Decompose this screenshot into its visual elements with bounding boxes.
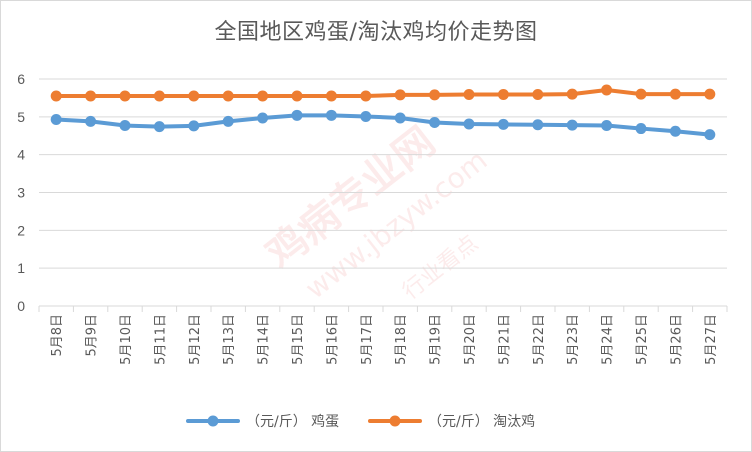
- x-tick-label: 5月12日: [188, 314, 203, 365]
- data-point: [635, 88, 647, 100]
- y-tick-label: 0: [17, 298, 25, 314]
- data-point: [532, 89, 544, 101]
- data-point: [257, 112, 269, 124]
- y-tick-label: 1: [17, 260, 25, 276]
- x-tick-label: 5月23日: [566, 314, 581, 365]
- data-point: [153, 90, 165, 102]
- data-point: [532, 119, 544, 131]
- data-point: [601, 120, 613, 132]
- data-point: [119, 90, 131, 102]
- data-point: [394, 89, 406, 101]
- data-point: [429, 117, 441, 129]
- x-tick-label: 5月19日: [429, 314, 444, 365]
- x-tick-label: 5月9日: [85, 314, 100, 357]
- x-tick-label: 5月14日: [257, 314, 272, 365]
- x-tick-label: 5月8日: [50, 314, 65, 357]
- x-tick-label: 5月18日: [394, 314, 409, 365]
- x-tick-label: 5月21日: [497, 314, 512, 365]
- x-tick-label: 5月22日: [532, 314, 547, 365]
- data-point: [704, 129, 716, 141]
- data-point: [394, 112, 406, 124]
- x-tick-label: 5月27日: [704, 314, 719, 365]
- series-line: [54, 87, 712, 99]
- data-point: [463, 118, 475, 130]
- series-2: [50, 84, 716, 102]
- data-point: [119, 120, 131, 132]
- data-point: [222, 115, 234, 127]
- x-tick-label: 5月25日: [635, 314, 650, 365]
- data-point: [360, 90, 372, 102]
- series-layer: [50, 84, 716, 141]
- data-point: [188, 120, 200, 132]
- legend-item-1[interactable]: （元/斤） 鸡蛋: [186, 413, 339, 430]
- x-tick-label: 5月10日: [119, 314, 134, 365]
- x-tick-label: 5月20日: [463, 314, 478, 365]
- data-point: [188, 90, 200, 102]
- data-point: [325, 109, 337, 121]
- legend-item-2[interactable]: （元/斤） 淘汰鸡: [368, 413, 535, 430]
- data-point: [85, 90, 97, 102]
- legend-label: （元/斤） 淘汰鸡: [428, 413, 535, 430]
- watermark: 鸡病专业网 www.jbzyw.com 行业看点: [258, 118, 494, 305]
- data-point: [50, 90, 62, 102]
- y-tick-label: 3: [17, 185, 25, 201]
- series-line: [54, 113, 712, 137]
- data-point: [566, 88, 578, 100]
- data-point: [497, 118, 509, 130]
- data-point: [704, 88, 716, 100]
- series-1: [50, 109, 716, 141]
- x-tick-label: 5月26日: [669, 314, 684, 365]
- x-tick-label: 5月15日: [291, 314, 306, 365]
- data-point: [222, 90, 234, 102]
- x-tick-label: 5月17日: [360, 314, 375, 365]
- y-axis: 0 1 2 3 4 5 6: [17, 71, 25, 314]
- grid: [39, 78, 727, 307]
- legend-swatch-marker: [207, 415, 219, 427]
- x-axis: 5月8日 5月9日 5月10日 5月11日 5月12日 5月13日 5月14日 5月15日 5月…: [38, 306, 728, 365]
- data-point: [325, 90, 337, 102]
- y-tick-label: 4: [17, 147, 25, 163]
- data-point: [291, 109, 303, 121]
- data-point: [257, 90, 269, 102]
- data-point: [429, 89, 441, 101]
- data-point: [50, 113, 62, 125]
- data-point: [635, 123, 647, 135]
- data-point: [291, 90, 303, 102]
- y-tick-label: 5: [17, 109, 25, 125]
- data-point: [463, 89, 475, 101]
- x-tick-label: 5月16日: [325, 314, 340, 365]
- chart-title: 全国地区鸡蛋/淘汰鸡均价走势图: [214, 20, 538, 45]
- x-tick-label: 5月11日: [153, 314, 168, 365]
- legend[interactable]: （元/斤） 鸡蛋 （元/斤） 淘汰鸡: [186, 413, 535, 430]
- data-point: [153, 121, 165, 133]
- legend-swatch-marker: [389, 415, 401, 427]
- data-point: [360, 110, 372, 122]
- data-point: [497, 89, 509, 101]
- x-tick-label: 5月24日: [601, 314, 616, 365]
- data-point: [85, 115, 97, 127]
- y-tick-label: 2: [17, 222, 25, 238]
- legend-label: （元/斤） 鸡蛋: [246, 413, 339, 430]
- data-point: [566, 119, 578, 131]
- data-point: [669, 88, 681, 100]
- y-tick-label: 6: [17, 71, 25, 87]
- x-tick-label: 5月13日: [222, 314, 237, 365]
- data-point: [601, 84, 613, 96]
- data-point: [669, 125, 681, 137]
